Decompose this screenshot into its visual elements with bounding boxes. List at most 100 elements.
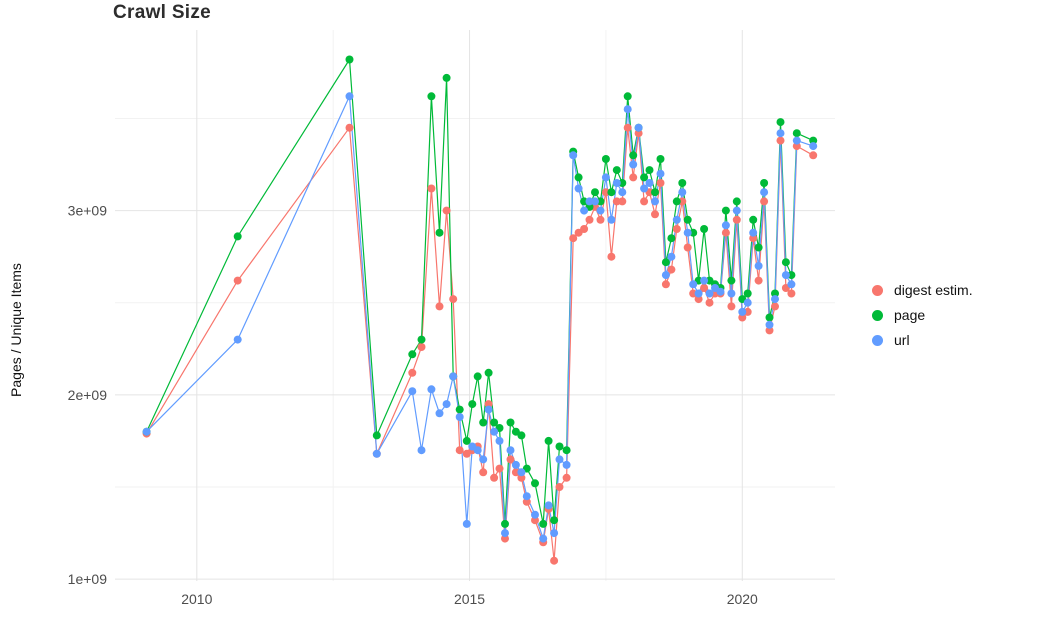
data-point-url <box>765 320 774 329</box>
data-point-url <box>760 188 769 197</box>
data-point-digest-estim- <box>522 497 531 506</box>
data-point-digest-estim- <box>495 464 504 473</box>
data-point-url <box>607 215 616 224</box>
legend-key-url-icon <box>872 334 883 346</box>
data-point-url <box>479 455 488 464</box>
data-point-url <box>700 276 709 285</box>
legend: digest estim. page url <box>872 282 973 348</box>
data-point-page <box>233 232 242 241</box>
data-point-page <box>601 155 610 163</box>
data-point-page <box>661 258 670 267</box>
data-point-url <box>727 289 736 298</box>
data-point-url <box>754 261 763 270</box>
data-point-page <box>531 479 539 488</box>
data-point-digest-estim- <box>656 179 665 187</box>
data-point-digest-estim- <box>601 188 610 197</box>
data-point-url <box>442 400 451 409</box>
data-point-page <box>743 289 752 298</box>
data-point-url <box>511 460 520 469</box>
data-point-digest-estim- <box>562 473 571 482</box>
data-point-url <box>618 188 627 197</box>
data-point-page <box>727 276 736 285</box>
data-point-url <box>771 295 779 304</box>
legend-item-url: url <box>872 332 973 348</box>
data-point-url <box>531 510 539 519</box>
data-point-digest-estim- <box>634 129 643 138</box>
data-point-digest-estim- <box>612 197 621 206</box>
data-point-page <box>776 118 785 127</box>
data-point-digest-estim- <box>435 302 444 311</box>
data-point-url <box>417 446 426 455</box>
series-line-digest-estim- <box>146 127 814 562</box>
data-point-url <box>517 468 526 477</box>
data-point-digest-estim- <box>721 228 730 237</box>
data-point-page <box>792 129 801 138</box>
data-point-digest-estim- <box>760 197 769 206</box>
data-point-digest-estim- <box>667 265 676 274</box>
data-point-digest-estim- <box>408 368 417 377</box>
data-point-url <box>427 385 436 394</box>
data-point-url <box>591 197 599 206</box>
data-point-digest-estim- <box>585 215 594 224</box>
data-point-page <box>562 446 571 455</box>
data-point-url <box>651 197 659 206</box>
data-point-digest-estim- <box>776 136 785 145</box>
data-point-url <box>501 529 509 538</box>
data-point-url <box>596 206 605 215</box>
data-point-url <box>672 215 681 224</box>
data-point-page <box>651 188 659 197</box>
data-point-url <box>539 534 548 543</box>
data-point-digest-estim- <box>792 142 801 151</box>
data-point-page <box>591 188 599 197</box>
data-point-url <box>142 427 151 436</box>
data-point-page <box>749 215 758 224</box>
data-point-url <box>544 501 553 510</box>
data-point-digest-estim- <box>555 483 564 491</box>
data-point-page <box>618 179 627 187</box>
data-point-url <box>678 188 687 197</box>
data-point-digest-estim- <box>623 123 632 132</box>
data-point-digest-estim- <box>629 173 638 182</box>
data-point-page <box>455 405 464 414</box>
data-point-page <box>484 368 493 377</box>
data-point-url <box>738 307 747 316</box>
data-point-digest-estim- <box>506 455 515 464</box>
data-point-url <box>732 206 741 215</box>
data-point-url <box>776 129 785 138</box>
data-point-page <box>517 431 526 440</box>
data-point-digest-estim- <box>705 298 714 307</box>
data-point-digest-estim- <box>765 326 774 335</box>
data-point-digest-estim- <box>640 197 649 206</box>
data-point-page <box>781 258 790 267</box>
data-point-page <box>468 400 477 409</box>
data-point-url <box>484 405 493 414</box>
y-tick-label: 3e+09 <box>68 203 108 219</box>
data-point-digest-estim- <box>501 534 509 543</box>
data-point-url <box>455 413 464 421</box>
data-point-page <box>672 197 681 206</box>
data-point-page <box>771 289 779 298</box>
data-point-page <box>656 155 665 163</box>
data-point-digest-estim- <box>661 280 670 289</box>
data-point-page <box>689 228 698 237</box>
data-point-page <box>574 173 583 182</box>
data-point-url <box>787 280 796 289</box>
data-point-digest-estim- <box>618 197 627 206</box>
data-point-digest-estim- <box>683 243 692 252</box>
data-point-url <box>490 427 499 436</box>
data-point-digest-estim- <box>678 197 687 206</box>
data-point-digest-estim- <box>455 446 464 455</box>
data-point-url <box>634 123 643 132</box>
legend-item-digest: digest estim. <box>872 282 973 298</box>
legend-label-page: page <box>894 307 926 323</box>
legend-key-digest-icon <box>872 284 883 296</box>
data-point-page <box>479 418 488 427</box>
y-tick-label: 1e+09 <box>68 571 108 587</box>
data-point-url <box>743 298 752 307</box>
data-point-url <box>689 280 698 289</box>
data-point-page <box>427 92 436 101</box>
data-point-url <box>601 173 610 182</box>
data-point-url <box>462 519 471 528</box>
x-tick-label: 2015 <box>454 591 485 607</box>
